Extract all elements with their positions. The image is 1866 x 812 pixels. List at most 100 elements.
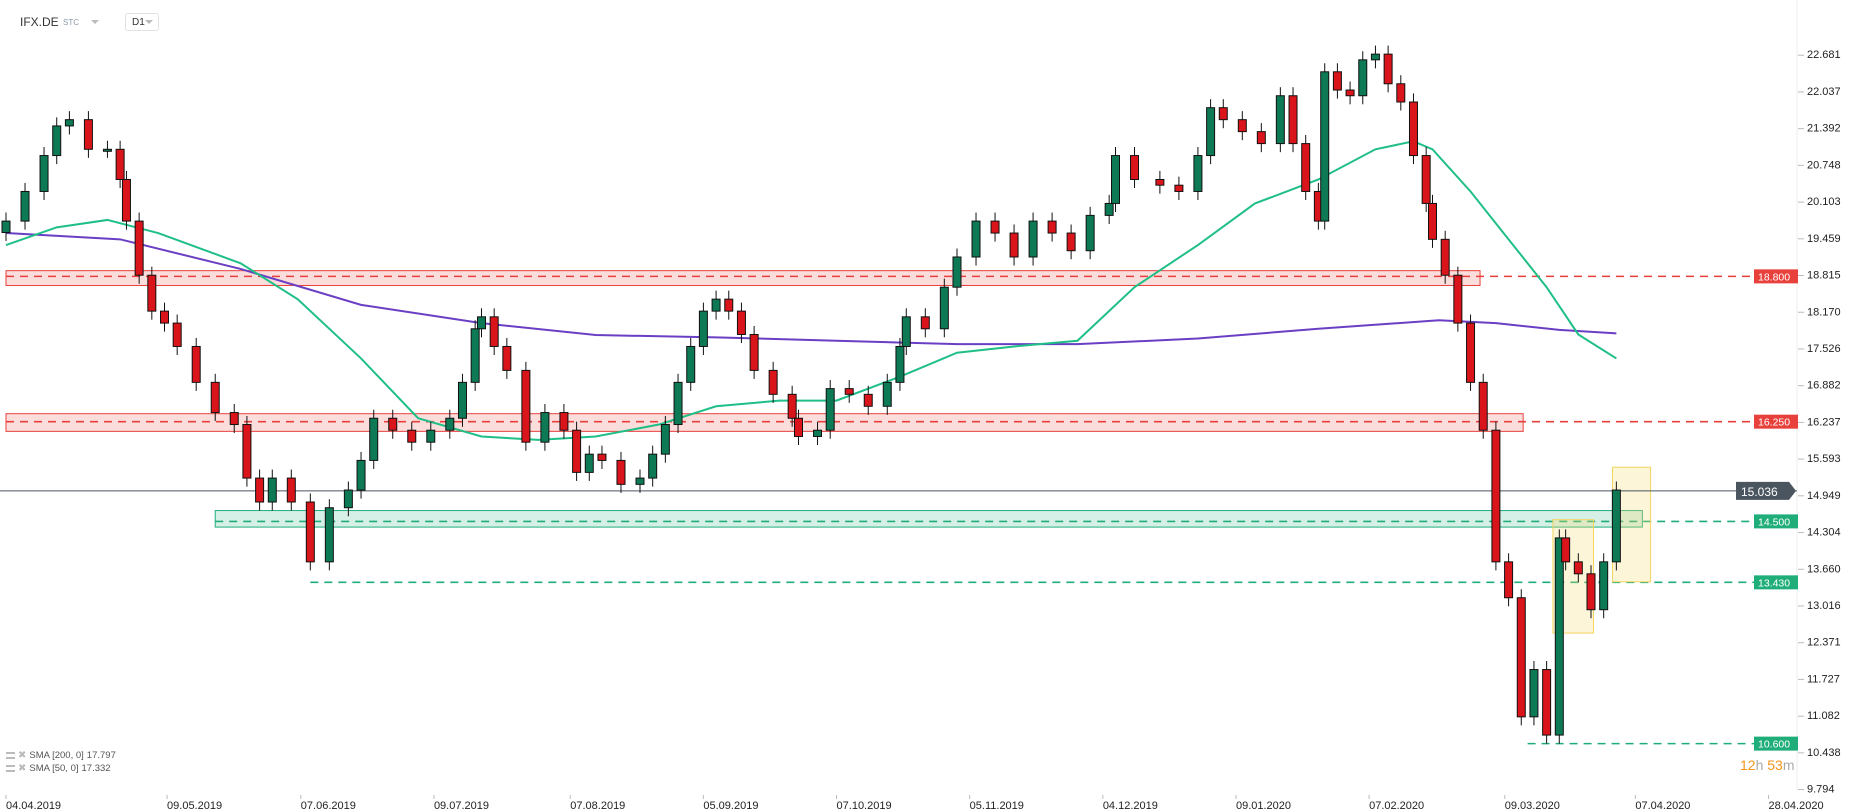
candle-up: [952, 256, 962, 288]
candle-up: [1, 220, 11, 233]
candle-down: [1066, 232, 1076, 252]
x-tick-label: 09.05.2019: [167, 800, 222, 812]
level-tag: [1754, 269, 1798, 284]
candle-down: [521, 369, 531, 443]
instrument-type-selector[interactable]: STC: [63, 13, 99, 31]
candle-down: [191, 345, 201, 383]
x-tick-label: 04.12.2019: [1103, 800, 1158, 812]
timeframe-label: D1: [132, 16, 145, 28]
candle-down: [147, 274, 157, 312]
candle-up: [1358, 59, 1368, 97]
legend-sma50[interactable]: ✖ SMA [50, 0] 17.332: [6, 763, 111, 774]
x-tick-label: 07.04.2020: [1635, 800, 1690, 812]
candle-down: [1237, 119, 1247, 133]
candle-down: [1428, 202, 1437, 240]
candle-up: [1370, 53, 1380, 61]
legend-sma200[interactable]: ✖ SMA [200, 0] 17.797: [6, 750, 116, 761]
level-tag-label: 10.600: [1758, 739, 1790, 751]
y-tick-label: 16.882: [1807, 380, 1841, 392]
y-tick-label: 13.016: [1807, 600, 1841, 612]
level-zone-18.800: [5, 270, 1481, 286]
candle-down: [1440, 238, 1450, 276]
candle-down: [1586, 573, 1596, 611]
level-tag-label: 16.250: [1758, 417, 1790, 429]
candle-down: [597, 453, 607, 461]
close-icon[interactable]: ✖: [18, 750, 27, 761]
candle-up: [477, 316, 486, 330]
candle-up: [825, 388, 835, 431]
candle-up: [939, 286, 949, 330]
candle-down: [1174, 184, 1184, 192]
candle-up: [686, 345, 696, 383]
candle-down: [1345, 89, 1355, 97]
timeframe-select[interactable]: D1: [125, 13, 159, 31]
candle-down: [920, 316, 930, 330]
legend-name: SMA [50, 0]: [29, 763, 79, 774]
legend-value: 17.332: [81, 763, 111, 774]
candle-up: [39, 155, 49, 192]
candle-down: [787, 393, 797, 419]
candle-up: [648, 453, 658, 479]
current-price-label: 15.036: [1741, 485, 1778, 499]
candle-down: [1383, 53, 1393, 85]
candle-down: [210, 381, 220, 414]
level-zone-14.500: [214, 510, 1643, 528]
y-tick-label: 21.392: [1807, 123, 1841, 135]
candle-up: [457, 381, 467, 419]
y-tick-label: 22.037: [1807, 86, 1841, 98]
candle-up: [1111, 155, 1120, 204]
candle-down: [286, 477, 296, 503]
candle-up: [660, 424, 670, 455]
candle-up: [1554, 537, 1564, 736]
candle-up: [882, 381, 892, 407]
candle-up: [1104, 202, 1114, 216]
candle-down: [844, 388, 854, 395]
candle-down: [1332, 71, 1342, 91]
hours-unit: h: [1755, 757, 1764, 773]
candle-down: [1491, 429, 1501, 563]
candle-down: [749, 333, 759, 371]
candle-down: [724, 298, 734, 312]
candle-down: [794, 417, 803, 437]
symbol-label[interactable]: IFX.DE: [20, 15, 59, 29]
chevron-down-icon: [91, 20, 99, 24]
y-tick-label: 11.727: [1807, 673, 1840, 685]
candle-down: [1047, 220, 1057, 234]
y-tick-label: 19.459: [1807, 233, 1841, 245]
settings-icon[interactable]: [6, 752, 15, 759]
candle-down: [1301, 143, 1311, 192]
level-tag: [1754, 514, 1798, 529]
candle-down: [407, 429, 417, 443]
candle-down: [1218, 107, 1228, 121]
candle-up: [1275, 95, 1285, 145]
candle-up: [324, 507, 334, 563]
close-icon[interactable]: ✖: [18, 763, 27, 774]
candle-up: [673, 381, 683, 426]
candle-down: [1478, 381, 1488, 431]
x-tick-label: 07.06.2019: [301, 800, 356, 812]
candle-up: [813, 429, 823, 437]
candle-down: [572, 429, 582, 473]
candle-down: [1453, 274, 1463, 324]
candle-up: [102, 148, 112, 152]
candle-down: [172, 322, 182, 347]
x-tick-label: 09.01.2020: [1236, 800, 1291, 812]
level-tag-label: 18.800: [1758, 271, 1790, 283]
candle-up: [1320, 71, 1330, 222]
level-zone-16.250: [5, 413, 1524, 432]
x-tick-label: 09.07.2019: [434, 800, 489, 812]
y-tick-label: 14.949: [1807, 490, 1841, 502]
candle-up: [343, 489, 353, 509]
candle-down: [1573, 561, 1583, 575]
level-tag-label: 13.430: [1758, 577, 1790, 589]
y-tick-label: 20.103: [1807, 196, 1841, 208]
settings-icon[interactable]: [6, 765, 15, 772]
candle-up: [971, 220, 981, 258]
candle-down: [1542, 669, 1552, 736]
candle-down: [83, 119, 93, 150]
candle-down: [736, 310, 746, 335]
candle-up: [1529, 669, 1539, 718]
y-tick-label: 18.815: [1807, 270, 1841, 282]
candle-up: [635, 477, 645, 485]
